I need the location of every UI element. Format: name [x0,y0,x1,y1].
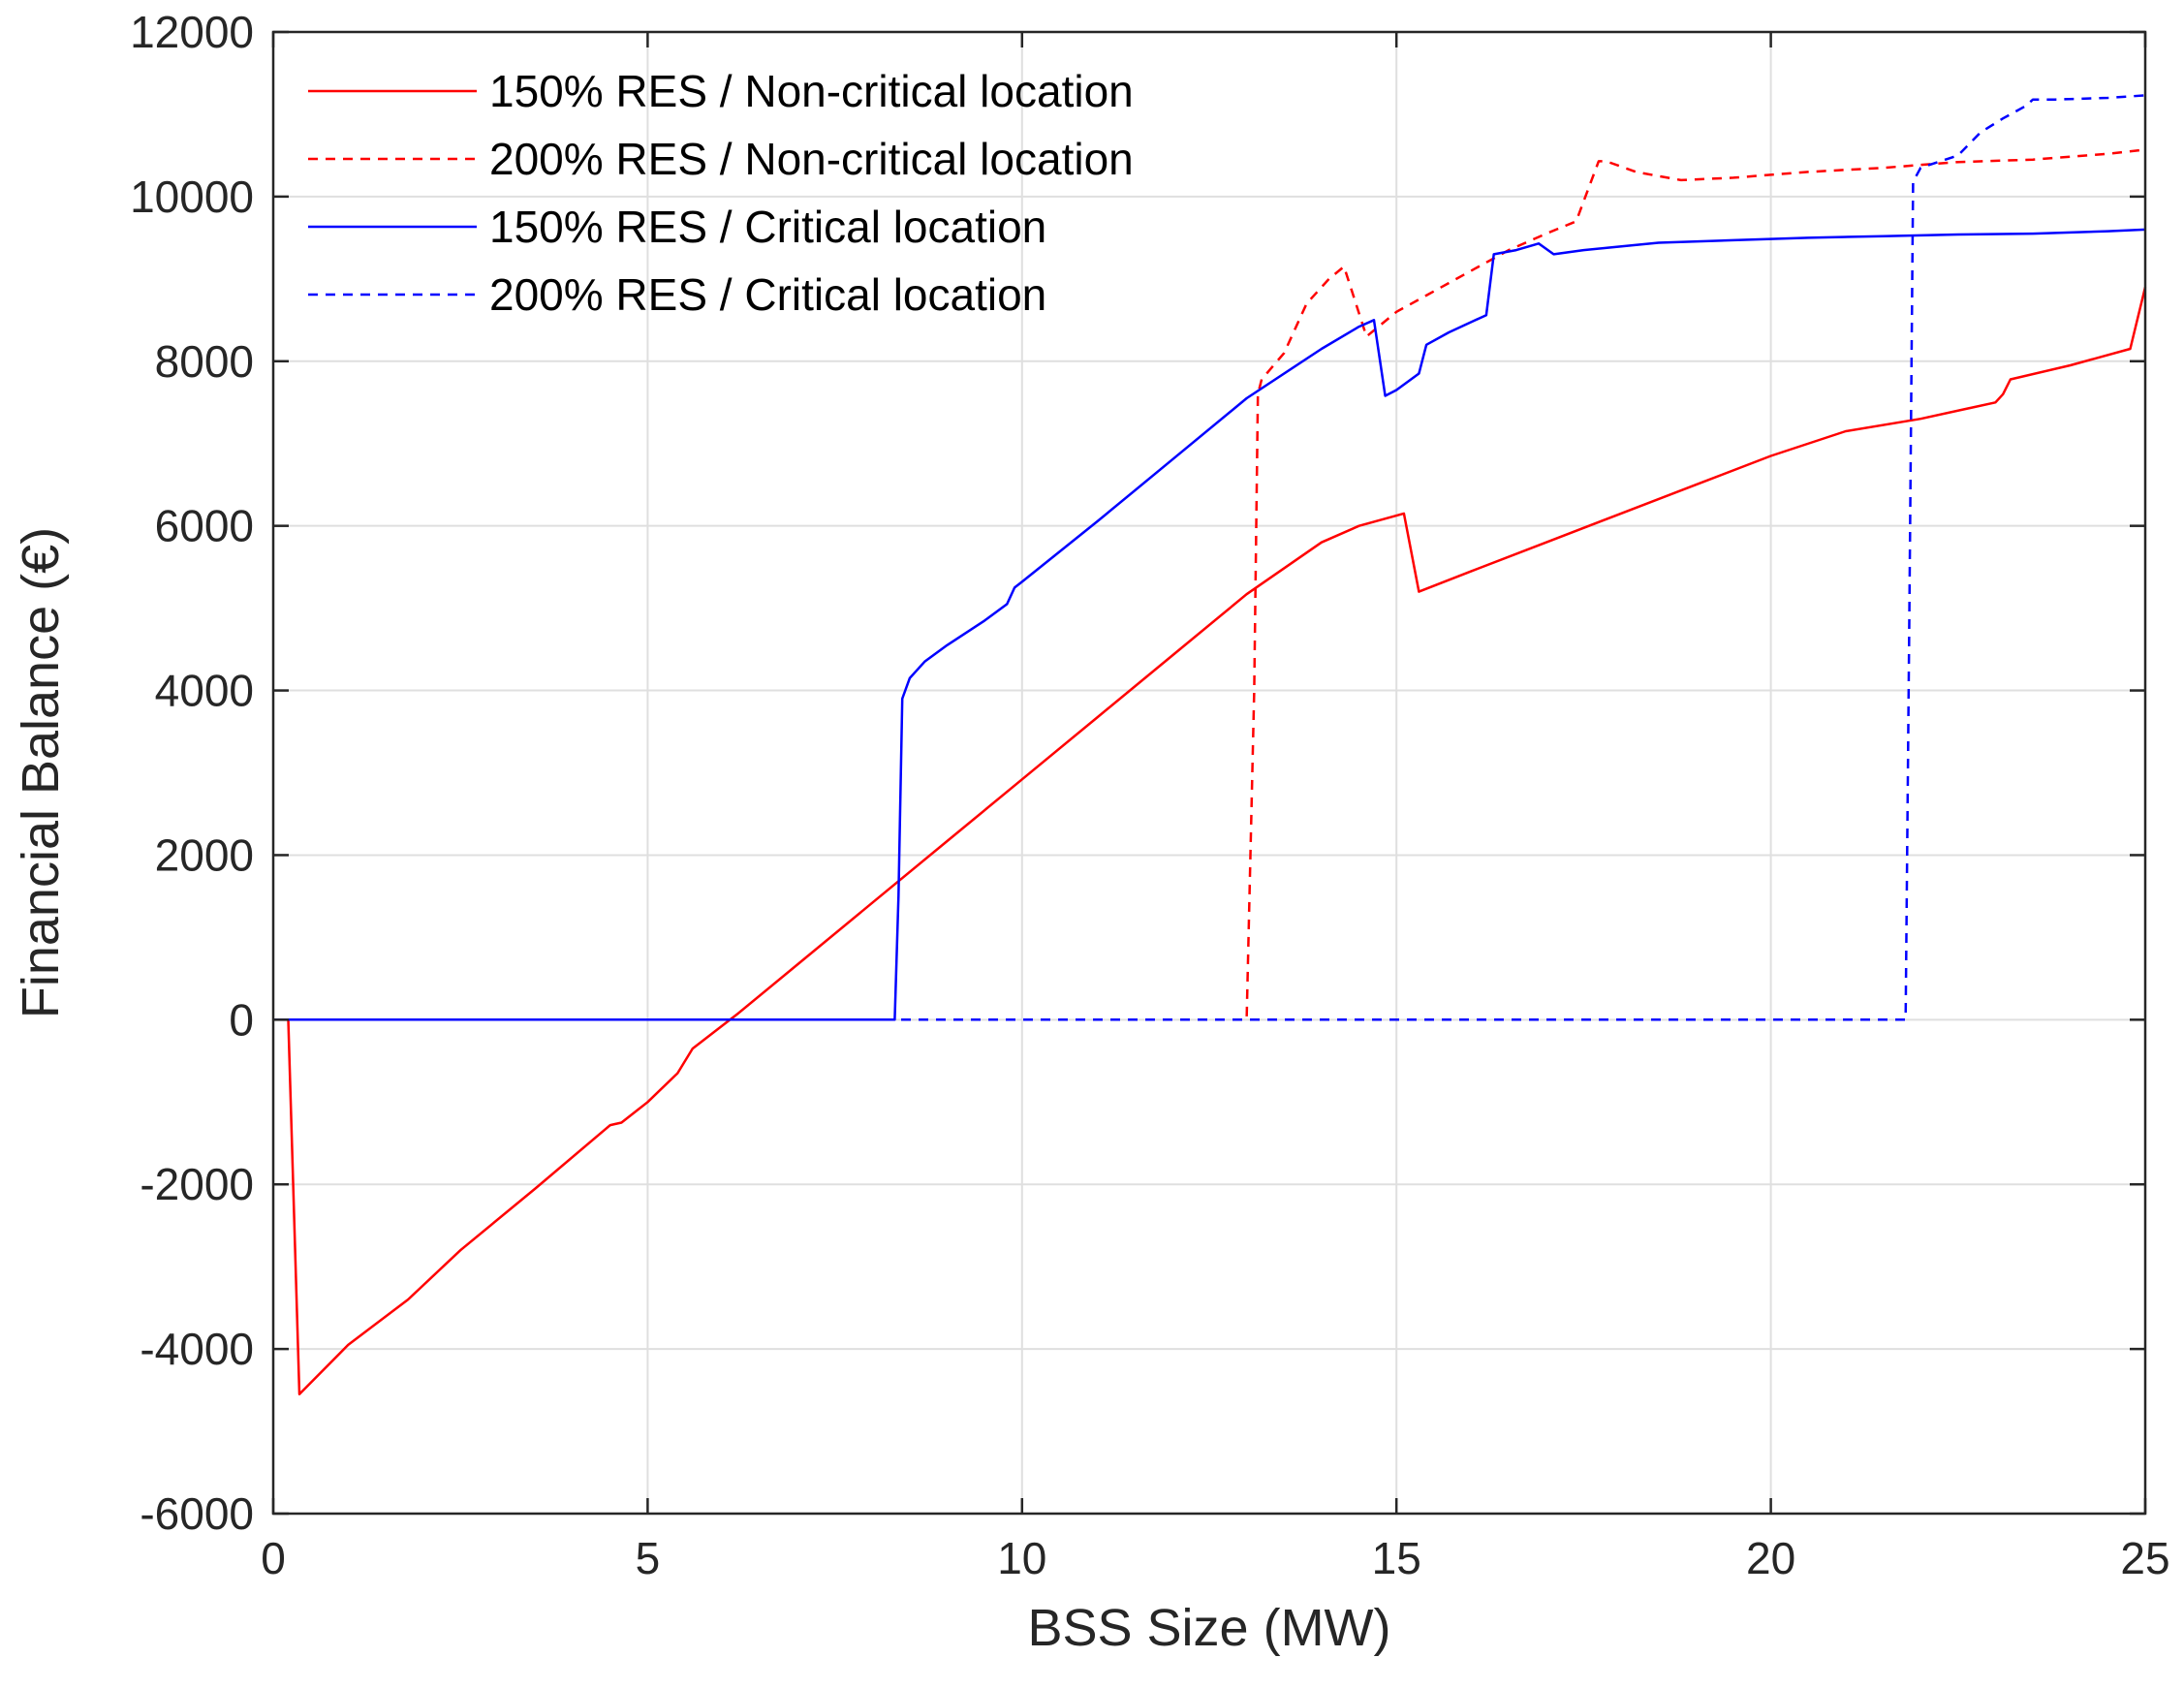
legend: 150% RES / Non-critical location 200% RES… [308,66,1134,320]
y-tick-label: 4000 [155,666,254,716]
y-tick-labels: -6000 -4000 -2000 0 2000 4000 6000 8000 10000 120… [130,7,254,1539]
y-tick-label: 2000 [155,829,254,880]
x-tick-label: 25 [2120,1533,2169,1583]
y-tick-label: -6000 [140,1488,254,1539]
axis-ticks [271,30,2147,1516]
y-tick-label: 12000 [130,7,254,57]
x-tick-label: 5 [636,1533,661,1583]
x-tick-label: 20 [1746,1533,1795,1583]
x-tick-label: 0 [261,1533,286,1583]
series-line-3 [273,228,2146,1021]
legend-label-2: 200% RES / Non-critical location [489,134,1134,184]
x-tick-label: 15 [1372,1533,1421,1583]
y-tick-label: 8000 [155,336,254,387]
axes-box [271,30,2147,1516]
x-tick-labels: 0 5 10 15 20 25 [261,1533,2169,1583]
y-tick-label: -2000 [140,1159,254,1209]
series-line-1 [273,287,2147,1396]
x-tick-label: 10 [997,1533,1046,1583]
y-tick-label: 10000 [130,172,254,222]
series-lines [273,94,2147,1396]
y-tick-label: -4000 [140,1324,254,1374]
series-line-4 [273,94,2146,1021]
legend-label-4: 200% RES / Critical location [489,269,1046,320]
legend-label-1: 150% RES / Non-critical location [489,66,1134,116]
y-tick-label: 6000 [155,501,254,551]
legend-label-3: 150% RES / Critical location [489,202,1046,252]
y-tick-label: 0 [229,994,254,1045]
x-axis-label: BSS Size (MW) [1027,1599,1390,1657]
series-line-2 [273,148,2146,1021]
y-axis-label: Financial Balance (€) [12,527,70,1018]
